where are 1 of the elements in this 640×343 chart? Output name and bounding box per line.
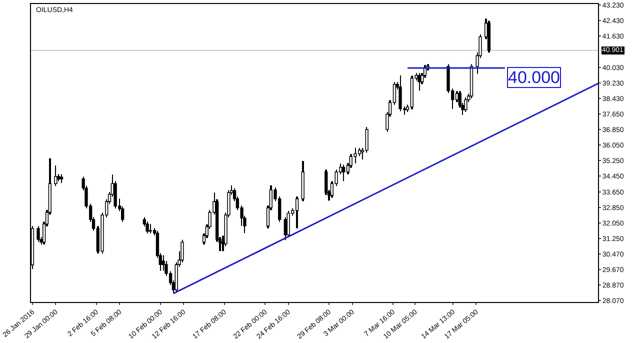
annotation: 40.000	[508, 68, 560, 87]
